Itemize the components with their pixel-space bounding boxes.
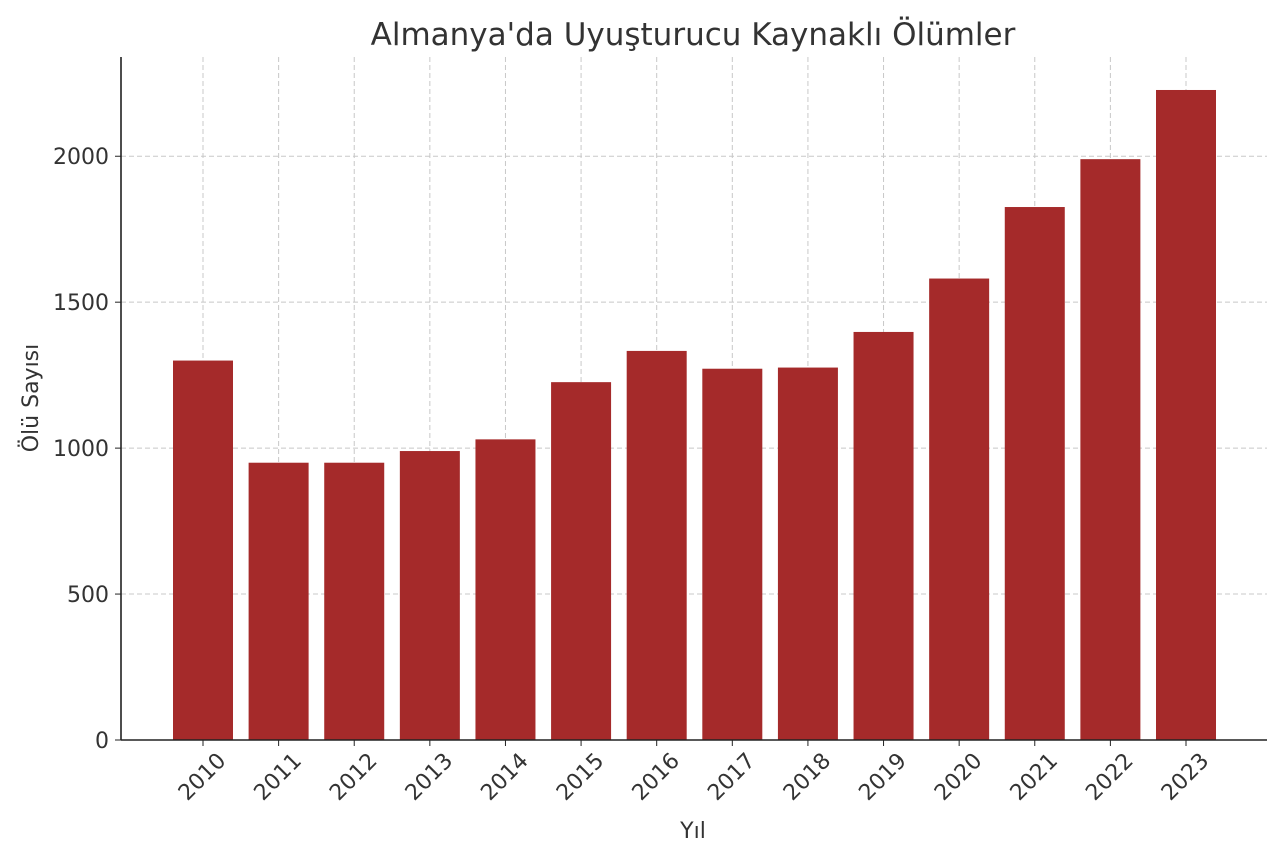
bar	[324, 462, 385, 740]
y-tick-label: 500	[67, 583, 109, 608]
bar	[1004, 207, 1065, 740]
y-tick-label: 1000	[53, 437, 109, 462]
bar	[173, 360, 233, 740]
x-tick-label: 2023	[1157, 749, 1214, 806]
x-axis-label: Yıl	[679, 819, 706, 844]
bar	[1156, 89, 1216, 740]
y-axis-label: Ölü Sayısı	[18, 344, 44, 453]
x-tick-label: 2010	[174, 749, 231, 806]
x-tick-label: 2022	[1081, 749, 1138, 806]
bar	[248, 462, 309, 740]
x-tick-label: 2018	[779, 749, 836, 806]
bar	[929, 278, 990, 740]
bar	[399, 451, 460, 740]
x-tick-label: 2015	[552, 749, 609, 806]
y-tick-label: 1500	[53, 291, 109, 316]
y-tick-label: 0	[95, 729, 109, 754]
x-tick-label: 2020	[930, 749, 987, 806]
y-tick-label: 2000	[53, 145, 109, 170]
x-tick-label: 2021	[1006, 749, 1063, 806]
bar	[702, 368, 763, 740]
bar	[777, 367, 838, 740]
bar	[626, 350, 687, 740]
bar	[853, 331, 914, 740]
bars	[173, 89, 1216, 740]
chart-title: Almanya'da Uyuşturucu Kaynaklı Ölümler	[371, 16, 1016, 53]
x-tick-label: 2013	[401, 749, 458, 806]
x-tick-label: 2014	[476, 749, 533, 806]
bar	[1080, 159, 1141, 740]
bar	[551, 382, 612, 740]
x-tick-label: 2019	[855, 749, 912, 806]
x-tick-label: 2017	[703, 749, 760, 806]
bar	[475, 439, 536, 740]
x-tick-label: 2011	[250, 749, 307, 806]
x-tick-label: 2016	[628, 749, 685, 806]
x-tick-label: 2012	[325, 749, 382, 806]
